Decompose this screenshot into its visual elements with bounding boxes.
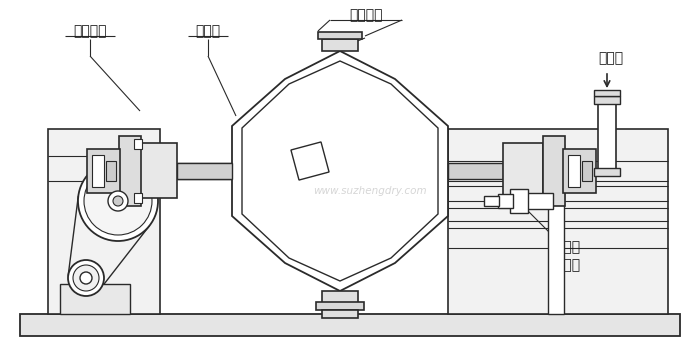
Bar [568,155,580,187]
Bar [548,144,564,314]
Text: 密封座: 密封座 [195,24,220,38]
Bar [594,90,620,96]
Bar [543,136,565,206]
Bar [498,194,513,208]
Polygon shape [291,142,329,180]
Bar [134,193,142,203]
Bar [322,39,358,51]
Circle shape [80,272,92,284]
Bar [177,163,232,179]
Polygon shape [242,61,438,281]
Text: 旋转接头: 旋转接头 [349,8,383,22]
Bar [510,189,528,213]
Bar [448,129,668,314]
Bar [316,302,364,310]
Bar [322,310,358,318]
Bar [139,143,177,198]
Bar [594,96,620,104]
Polygon shape [232,51,448,291]
Bar [598,96,616,176]
Bar [582,161,592,181]
Circle shape [108,191,128,211]
Bar [106,161,116,181]
Text: 冷凝器
或回流: 冷凝器 或回流 [555,240,580,272]
Bar [48,129,160,314]
Circle shape [73,265,99,291]
Bar [448,163,503,179]
Circle shape [113,196,123,206]
Bar [484,196,499,206]
Bar [119,136,141,206]
Bar [20,314,680,336]
Bar [318,32,362,39]
Circle shape [78,161,158,241]
Bar [503,143,543,198]
Bar [87,149,120,193]
Bar [563,149,596,193]
Bar [134,139,142,149]
Bar [523,193,553,209]
Circle shape [68,260,104,296]
Circle shape [84,167,152,235]
Bar [594,168,620,176]
Bar [60,284,130,314]
Text: www.suzhengdry.com: www.suzhengdry.com [313,186,427,196]
Text: 进热源: 进热源 [598,51,623,65]
Text: 旋转接头: 旋转接头 [74,24,106,38]
Bar [92,155,104,187]
Bar [322,291,358,303]
